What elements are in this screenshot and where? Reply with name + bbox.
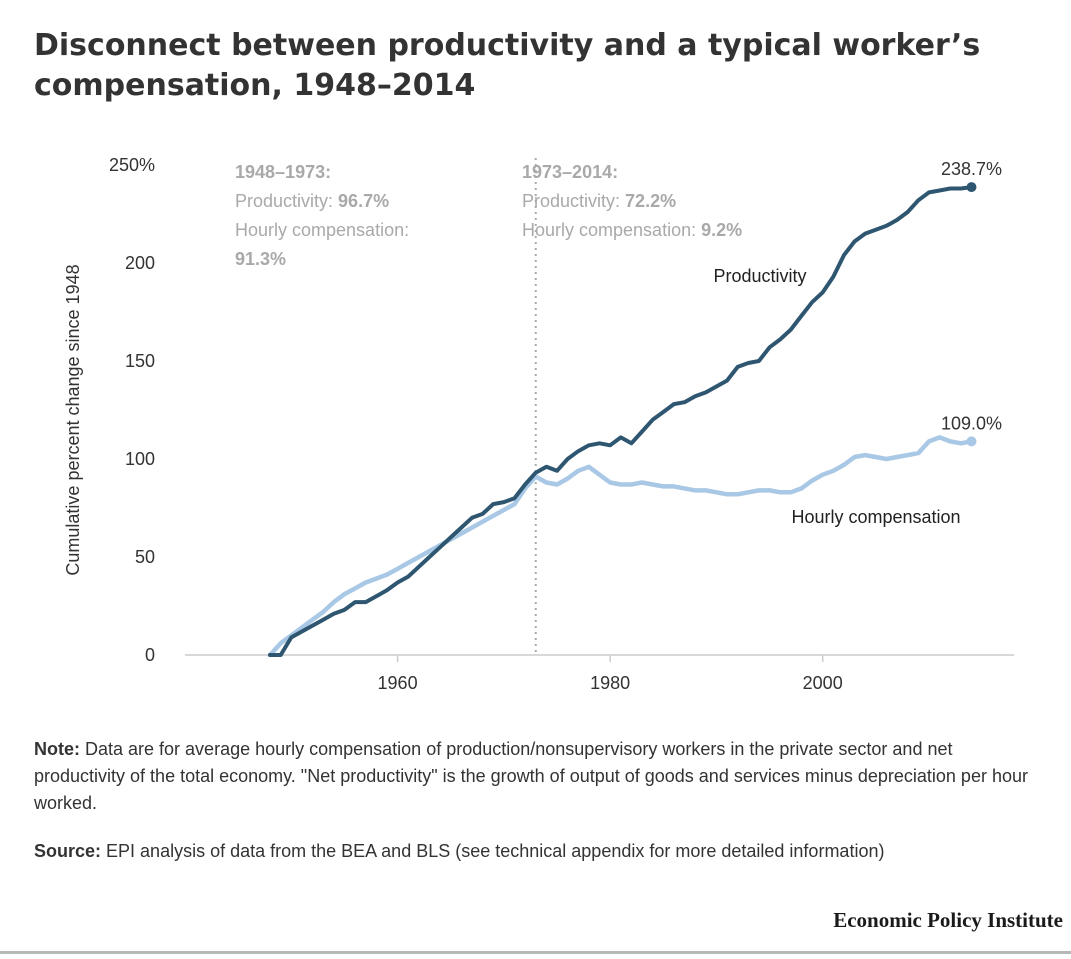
period-annotations: 1948–1973: Productivity: 96.7% Hourly comp…: [235, 158, 742, 655]
period-title: 1973–2014:: [522, 162, 618, 182]
y-tick-label: 50: [135, 547, 155, 567]
x-tick-label: 1960: [378, 673, 418, 693]
end-point-hourly-compensation: [966, 436, 977, 447]
series-group: 109.0% Hourly compensation 238.7% Productiv…: [267, 159, 1002, 658]
period-compensation-value: 9.2%: [701, 220, 742, 240]
organization-logo-text: Economic Policy Institute: [833, 908, 1063, 932]
series-line-productivity: [268, 185, 974, 657]
series-name-productivity: Productivity: [713, 266, 806, 286]
period-annotation-1: 1948–1973: Productivity: 96.7% Hourly comp…: [235, 162, 409, 269]
y-tick-label: 200: [125, 253, 155, 273]
period-annotation-2: 1973–2014: Productivity: 72.2% Hourly comp…: [522, 162, 742, 240]
chart-source: Source: EPI analysis of data from the BE…: [34, 838, 1044, 865]
period-compensation-label: Hourly compensation:: [522, 220, 701, 240]
period-productivity-value: 96.7%: [338, 191, 389, 211]
y-tick-label: 150: [125, 351, 155, 371]
y-tick-label: 100: [125, 449, 155, 469]
chart-title: Disconnect between productivity and a ty…: [34, 28, 981, 103]
note-label: Note:: [34, 739, 80, 759]
x-tick-label: 2000: [803, 673, 843, 693]
x-tick-label: 1980: [590, 673, 630, 693]
period-title: 1948–1973:: [235, 162, 331, 182]
end-label-hourly-compensation: 109.0%: [941, 413, 1002, 433]
period-productivity-value: 72.2%: [625, 191, 676, 211]
series-name-hourly-compensation: Hourly compensation: [791, 507, 960, 527]
y-tick-label: 0: [145, 645, 155, 665]
y-tick-label: 250%: [109, 155, 155, 175]
source-label: Source:: [34, 841, 102, 861]
chart-axes: 1960 1980 2000 0 50 100 150 200 250% Cumulative p…: [63, 155, 1014, 693]
period-compensation-label: Hourly compensation:: [235, 220, 409, 240]
series-line-hourly-compensation: [267, 435, 974, 658]
end-point-productivity: [966, 182, 977, 193]
end-label-productivity: 238.7%: [941, 159, 1002, 179]
bottom-divider: [0, 951, 1071, 954]
period-productivity-label: Productivity:: [235, 191, 338, 211]
line-chart: 1960 1980 2000 0 50 100 150 200 250% Cumulative p…: [63, 155, 1014, 693]
y-axis-label: Cumulative percent change since 1948: [63, 264, 83, 575]
period-productivity-label: Productivity:: [522, 191, 625, 211]
chart-note: Note: Data are for average hourly compen…: [34, 736, 1044, 817]
note-text: Data are for average hourly compensation…: [34, 739, 1028, 813]
source-text: EPI analysis of data from the BEA and BL…: [101, 841, 885, 861]
period-compensation-value: 91.3%: [235, 249, 286, 269]
